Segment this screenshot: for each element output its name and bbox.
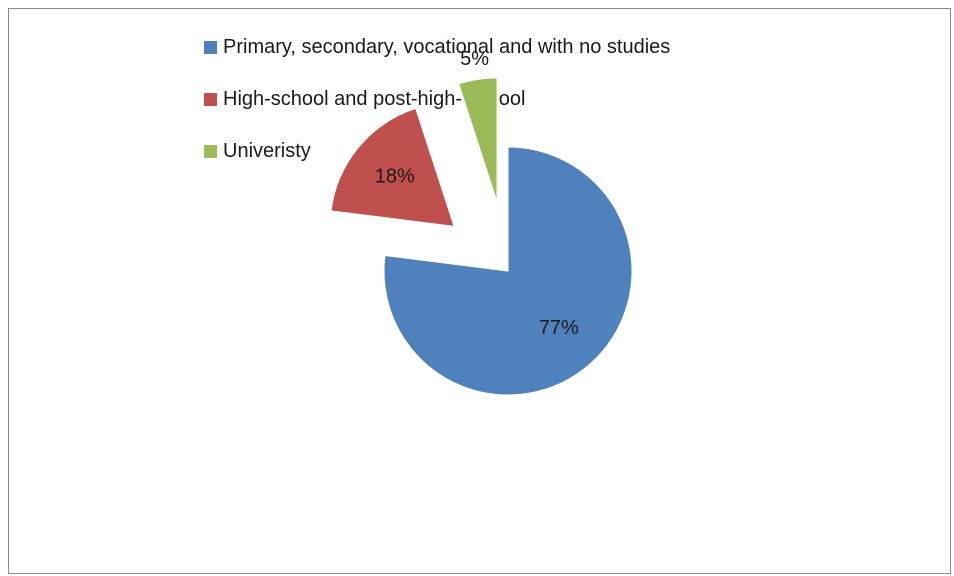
legend-swatch-primary — [204, 40, 217, 54]
legend-item-university: Univeristy — [204, 141, 670, 161]
pie-chart: 77% 18% 5% — [330, 48, 633, 396]
legend-label-primary: Primary, secondary, vocational and with … — [223, 36, 671, 58]
data-label-primary: 77% — [539, 317, 579, 339]
pie-slice-university — [458, 77, 498, 203]
legend-label-high-school: High-school and post-high- school — [223, 88, 526, 110]
pie-slice-primary — [383, 146, 633, 396]
data-label-high-school: 18% — [375, 166, 415, 188]
pie-slice-high-school — [330, 107, 455, 227]
chart-area: Primary, secondary, vocational and with … — [8, 8, 951, 574]
legend: Primary, secondary, vocational and with … — [204, 37, 670, 193]
legend-label-university: Univeristy — [223, 140, 311, 162]
legend-item-high-school: High-school and post-high- school — [204, 89, 670, 109]
legend-item-primary: Primary, secondary, vocational and with … — [204, 37, 670, 57]
data-label-university: 5% — [460, 48, 489, 70]
legend-swatch-high-school — [204, 92, 217, 106]
legend-swatch-university — [204, 144, 217, 158]
